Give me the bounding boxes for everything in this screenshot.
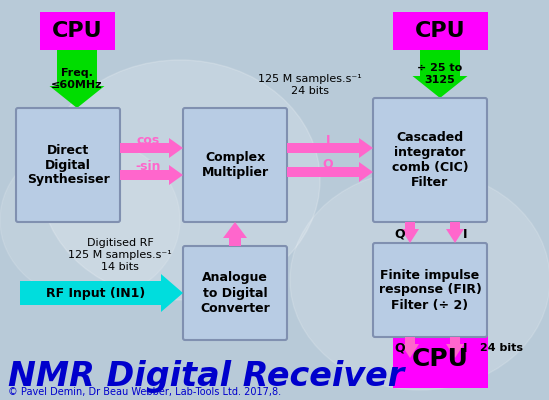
Text: RF Input (IN1): RF Input (IN1): [46, 286, 145, 300]
Polygon shape: [287, 162, 373, 182]
Text: Q: Q: [323, 158, 333, 170]
Text: CPU: CPU: [52, 21, 103, 41]
Polygon shape: [446, 222, 464, 243]
Polygon shape: [412, 50, 468, 98]
Text: NMR Digital Receiver: NMR Digital Receiver: [8, 360, 404, 393]
Text: © Pavel Demin, Dr Beau Webber, Lab-Tools Ltd. 2017,8.: © Pavel Demin, Dr Beau Webber, Lab-Tools…: [8, 387, 281, 397]
Ellipse shape: [290, 170, 549, 390]
Polygon shape: [287, 138, 373, 158]
Text: Cascaded
integrator
comb (CIC)
Filter: Cascaded integrator comb (CIC) Filter: [391, 131, 468, 189]
FancyBboxPatch shape: [373, 98, 487, 222]
Text: CPU: CPU: [415, 21, 466, 41]
Text: ÷ 25 to
3125: ÷ 25 to 3125: [417, 63, 463, 85]
Polygon shape: [401, 337, 419, 358]
FancyBboxPatch shape: [40, 12, 115, 50]
Text: I: I: [326, 134, 330, 146]
Polygon shape: [446, 337, 464, 358]
Text: 24 bits: 24 bits: [480, 343, 523, 353]
FancyBboxPatch shape: [373, 243, 487, 337]
Text: Q: Q: [395, 228, 405, 240]
Polygon shape: [49, 50, 104, 108]
FancyBboxPatch shape: [16, 108, 120, 222]
Text: Digitised RF
125 M samples.s⁻¹
14 bits: Digitised RF 125 M samples.s⁻¹ 14 bits: [68, 238, 172, 272]
Polygon shape: [20, 274, 183, 312]
Polygon shape: [120, 138, 183, 158]
Text: Finite impulse
response (FIR)
Filter (÷ 2): Finite impulse response (FIR) Filter (÷ …: [379, 268, 481, 312]
FancyBboxPatch shape: [393, 12, 488, 50]
Text: Complex
Multiplier: Complex Multiplier: [201, 151, 268, 179]
Text: I: I: [463, 342, 467, 354]
Ellipse shape: [40, 60, 320, 300]
Polygon shape: [401, 222, 419, 243]
FancyBboxPatch shape: [183, 246, 287, 340]
Text: -sin: -sin: [135, 160, 161, 174]
Text: Q: Q: [395, 342, 405, 354]
FancyBboxPatch shape: [183, 108, 287, 222]
Ellipse shape: [0, 140, 180, 300]
Text: 125 M samples.s⁻¹
24 bits: 125 M samples.s⁻¹ 24 bits: [258, 74, 362, 96]
Text: CPU: CPU: [412, 347, 469, 371]
Polygon shape: [223, 222, 247, 246]
Text: Freq.
≤60MHz: Freq. ≤60MHz: [51, 68, 103, 90]
FancyBboxPatch shape: [393, 330, 488, 388]
Text: Direct
Digital
Synthesiser: Direct Digital Synthesiser: [26, 144, 109, 186]
Text: I: I: [463, 228, 467, 240]
Text: cos: cos: [136, 134, 160, 146]
Text: Analogue
to Digital
Converter: Analogue to Digital Converter: [200, 272, 270, 314]
Polygon shape: [120, 165, 183, 185]
